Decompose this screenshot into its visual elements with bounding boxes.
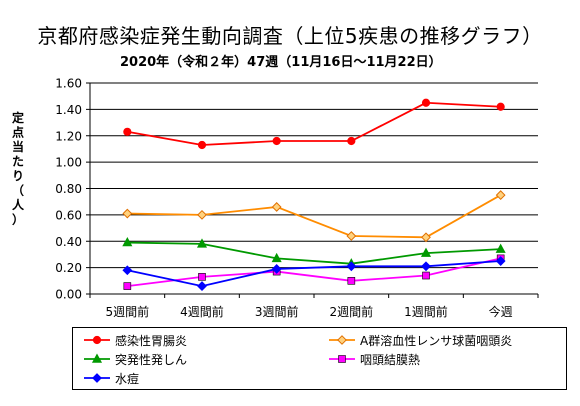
legend-item: 感染性胃腸炎 — [83, 331, 187, 349]
legend-marker — [92, 373, 102, 383]
data-point — [271, 202, 282, 212]
x-tick-label: 4週間前 — [180, 304, 224, 319]
legend: 感染性胃腸炎 A群溶血性レンサ球菌咽頭炎突発性発しん 咽頭結膜熱水痘 — [72, 327, 567, 390]
y-tick-label: 0.40 — [55, 235, 82, 249]
legend-swatch-icon — [329, 335, 355, 345]
data-point — [197, 281, 207, 291]
data-point — [122, 265, 133, 276]
legend-item: 水痘 — [83, 369, 139, 387]
y-tick-label: 0.60 — [55, 208, 82, 222]
series-line — [127, 257, 501, 287]
data-point — [198, 273, 206, 281]
data-point — [421, 98, 431, 107]
chart-subtitle: 2020年（令和２年）47週（11月16日～11月22日） — [120, 55, 442, 70]
legend-label: 感染性胃腸炎 — [115, 333, 188, 348]
data-point — [496, 102, 505, 111]
series-line — [127, 101, 501, 146]
legend-marker — [91, 353, 103, 363]
legend-label: 咽頭結膜熱 — [360, 352, 421, 367]
legend-label: 突発性発しん — [115, 352, 188, 367]
x-tick-label: 5週間前 — [106, 304, 150, 319]
chart-title: 京都府感染症発生動向調査（上位5疾患の推移グラフ） — [37, 24, 543, 48]
legend-swatch-icon — [84, 335, 110, 345]
x-tick-label: 1週間前 — [404, 304, 448, 319]
data-point — [122, 237, 133, 247]
data-point — [495, 243, 506, 253]
legend-item: 突発性発しん — [83, 350, 187, 368]
legend-marker — [337, 335, 347, 345]
y-tick-label: 0.00 — [55, 288, 82, 302]
legend-swatch-icon — [84, 353, 110, 363]
legend-swatch-icon — [329, 355, 355, 363]
legend-swatch-icon — [84, 373, 110, 383]
data-point — [347, 277, 356, 285]
data-point — [123, 282, 132, 290]
y-tick-label: 1.20 — [55, 129, 82, 143]
data-point — [271, 264, 282, 274]
x-tick-label: 3週間前 — [255, 304, 299, 319]
data-point — [495, 256, 506, 266]
data-point — [421, 232, 431, 243]
series-line — [127, 194, 502, 239]
series-line — [127, 260, 501, 288]
data-point — [422, 271, 430, 280]
data-point — [196, 238, 208, 248]
data-point — [122, 208, 133, 219]
y-tick-label: 1.00 — [55, 156, 82, 170]
y-axis-label: 定点当たり（人） — [12, 110, 25, 227]
legend-marker — [338, 355, 346, 363]
y-tick-label: 1.60 — [55, 77, 82, 91]
legend-item: A群溶血性レンサ球菌咽頭炎 — [328, 331, 512, 349]
y-tick-label: 0.20 — [55, 261, 82, 275]
data-point — [123, 127, 132, 136]
series-line — [127, 241, 501, 265]
y-tick-label: 0.80 — [55, 182, 82, 196]
data-point — [495, 190, 506, 201]
data-point — [272, 136, 281, 146]
data-point — [420, 247, 432, 257]
data-point — [197, 209, 207, 220]
legend-label: A群溶血性レンサ球菌咽頭炎 — [360, 333, 513, 348]
data-point — [347, 136, 356, 146]
data-point — [271, 252, 282, 263]
x-tick-label: 今週 — [489, 304, 513, 319]
legend-label: 水痘 — [115, 371, 140, 386]
data-point — [346, 231, 357, 241]
y-tick-label: 1.40 — [55, 103, 82, 117]
data-point — [197, 140, 207, 150]
x-tick-label: 2週間前 — [330, 304, 374, 319]
legend-item: 咽頭結膜熱 — [328, 350, 420, 368]
legend-marker — [92, 335, 102, 345]
data-point — [346, 261, 357, 272]
data-point — [421, 261, 431, 272]
